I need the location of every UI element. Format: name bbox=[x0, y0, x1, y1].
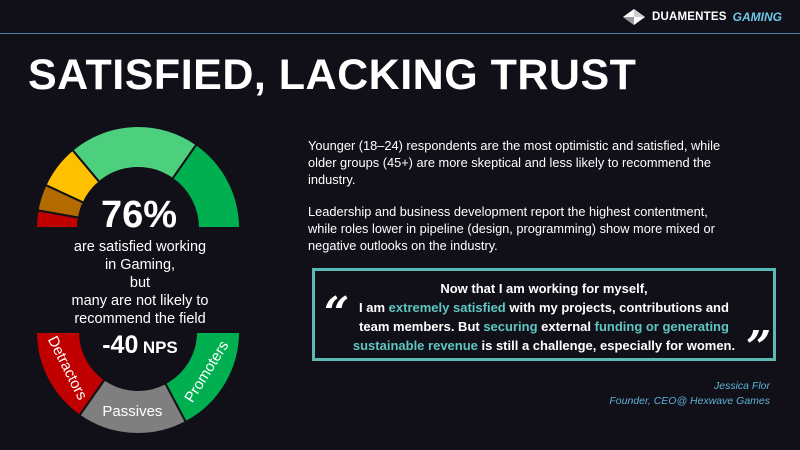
quote-text: Now that I am working for myself, I am e… bbox=[350, 279, 738, 355]
quote-author: Jessica Flor bbox=[713, 380, 770, 392]
nps-segment-label: Passives bbox=[102, 403, 162, 420]
satisfaction-segment bbox=[34, 209, 81, 229]
quote-part: with my projects, contributions and team… bbox=[359, 300, 729, 334]
quote-highlight: securing bbox=[483, 319, 538, 334]
nps-unit: NPS bbox=[142, 338, 178, 357]
quote-line-1: Now that I am working for myself, bbox=[440, 281, 648, 296]
nps-score: -40 NPS bbox=[65, 333, 215, 358]
satisfaction-segment bbox=[71, 125, 198, 184]
quote-part: I am bbox=[359, 300, 389, 315]
caption-line: but bbox=[129, 275, 151, 291]
nps-segment-passives bbox=[78, 378, 188, 435]
nps-value: -40 bbox=[102, 331, 139, 359]
quote-part: is still a challenge, especially for wom… bbox=[477, 338, 736, 353]
quote-author-role: Founder, CEO@ Hexwave Games bbox=[609, 395, 770, 407]
quote-highlight: extremely satisfied bbox=[388, 300, 506, 315]
caption-line: recommend the field bbox=[74, 311, 206, 327]
close-quote-icon: ” bbox=[746, 322, 772, 373]
satisfaction-caption: are satisfied working in Gaming, but man… bbox=[40, 238, 240, 328]
diamond-icon bbox=[623, 9, 646, 25]
caption-line: many are not likely to bbox=[71, 293, 209, 309]
caption-line: are satisfied working bbox=[73, 239, 207, 255]
open-quote-icon: “ bbox=[324, 288, 350, 339]
quote-part: external bbox=[537, 319, 595, 334]
caption-line: in Gaming, bbox=[104, 257, 176, 273]
header-divider bbox=[0, 33, 800, 34]
brand-logo: DUAMENTES GAMING bbox=[622, 6, 782, 28]
quote-highlight: funding or generating sustainable revenu… bbox=[352, 319, 729, 353]
satisfaction-segment bbox=[44, 148, 101, 204]
insight-paragraph-age: Younger (18–24) respondents are the most… bbox=[308, 138, 721, 187]
satisfaction-percent: 76% bbox=[100, 194, 178, 236]
brand-accent: GAMING bbox=[732, 10, 782, 24]
page-title: SATISFIED, LACKING TRUST bbox=[28, 51, 637, 99]
brand-name: DUAMENTES bbox=[652, 11, 727, 23]
quote-box bbox=[312, 268, 776, 361]
insight-paragraph-roles: Leadership and business development repo… bbox=[308, 204, 715, 253]
